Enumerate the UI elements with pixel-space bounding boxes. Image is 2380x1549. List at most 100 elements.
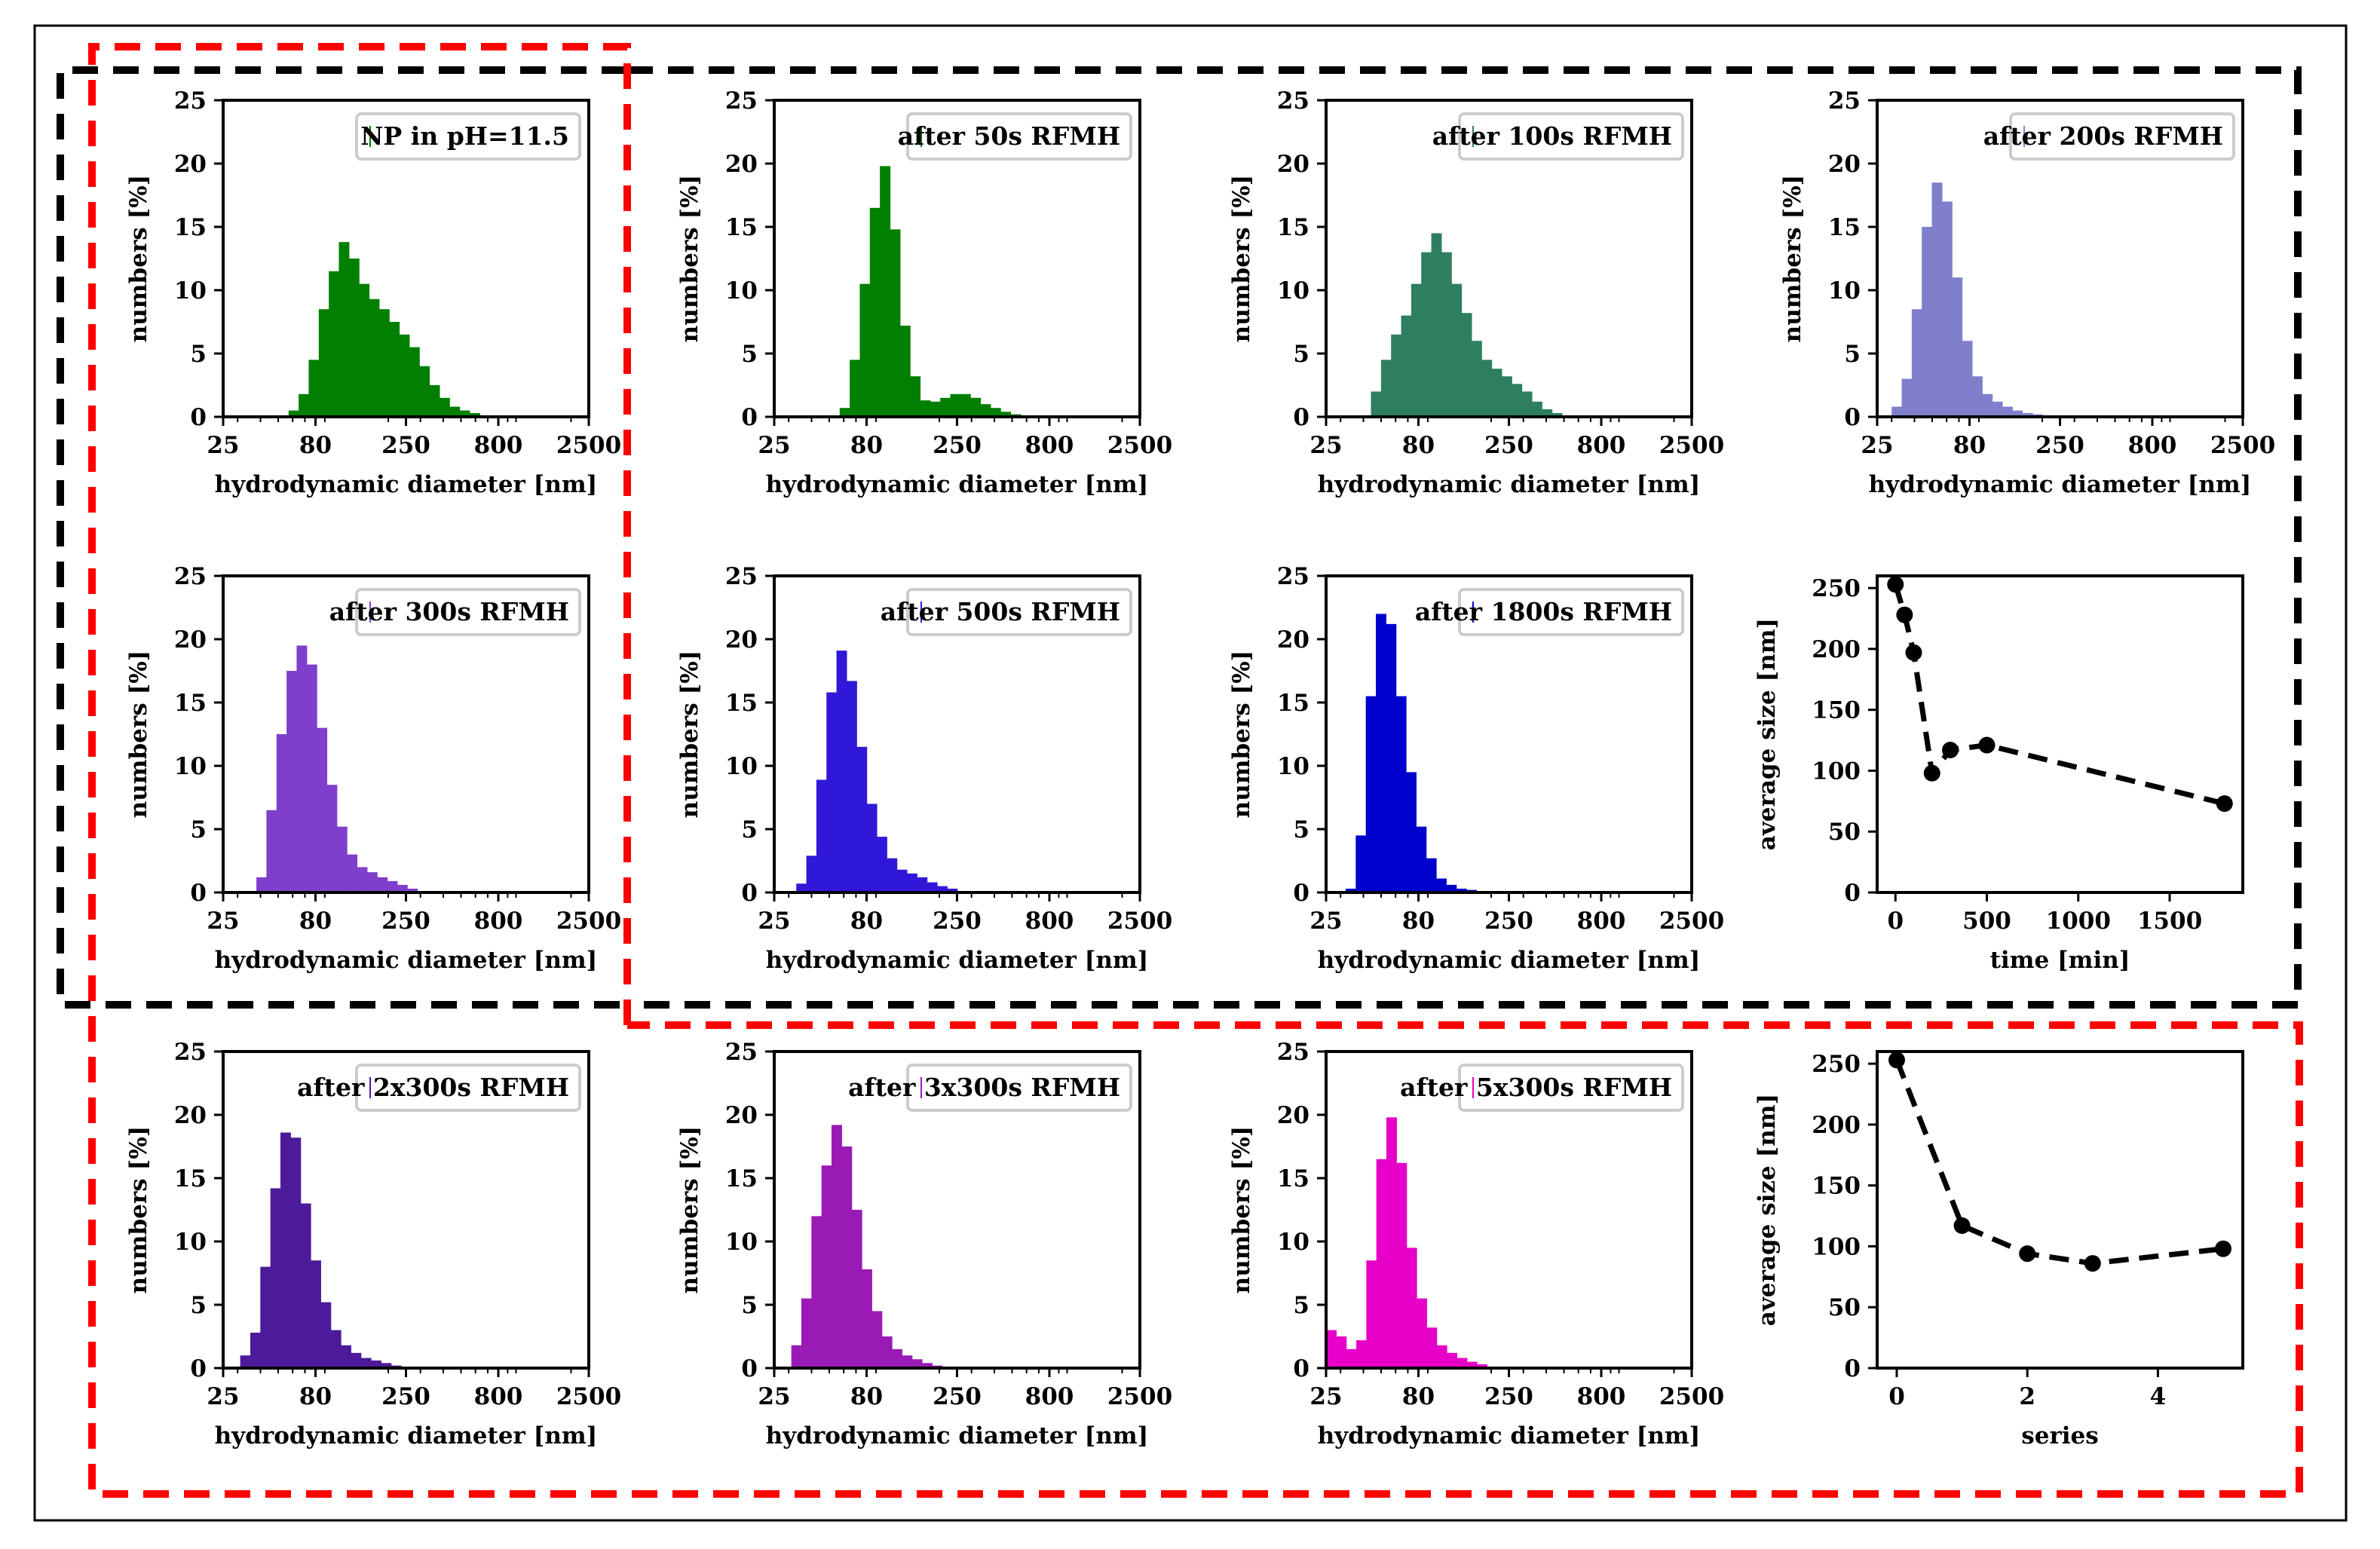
legend-box	[355, 588, 581, 636]
hist-bar	[1436, 1345, 1447, 1368]
hist-bar	[286, 671, 298, 892]
x-tick-label: 25	[758, 1383, 790, 1410]
legend-box	[906, 1064, 1132, 1112]
hist-bar	[300, 1203, 311, 1368]
panel-6: 25 80 250 800 2500 0 5 10 15 20 25 after 500s RFMH h…	[676, 563, 1172, 974]
data-point	[1887, 576, 1904, 593]
hist-bar	[832, 1125, 842, 1368]
hist-bar	[960, 393, 971, 417]
x-axis-label: hydrodynamic diameter [nm]	[766, 947, 1149, 974]
hist-bar	[439, 397, 450, 417]
x-axis-label: hydrodynamic diameter [nm]	[215, 1422, 598, 1450]
y-tick-label: 5	[741, 816, 758, 843]
x-tick-label: 800	[1577, 1383, 1626, 1410]
hist-bar	[348, 259, 360, 417]
x-axis-label: hydrodynamic diameter [nm]	[215, 947, 598, 974]
y-tick-label: 10	[174, 753, 207, 780]
hist-bar	[1551, 412, 1563, 417]
y-tick-label: 250	[1812, 575, 1861, 602]
y-tick-label: 200	[1812, 1112, 1861, 1139]
y-axis-label: numbers [%]	[1228, 175, 1255, 343]
hist-bar	[256, 877, 268, 892]
hist-bar	[276, 734, 287, 892]
hist-bar	[1376, 614, 1386, 892]
x-axis-label: hydrodynamic diameter [nm]	[766, 1422, 1149, 1450]
legend-box	[2009, 112, 2235, 161]
hist-bar	[1466, 1361, 1478, 1368]
hist-bar	[856, 746, 868, 892]
axes-frame	[1325, 99, 1693, 418]
y-tick-label: 25	[174, 87, 207, 115]
hist-bar	[880, 166, 891, 418]
x-tick-label: 80	[299, 908, 332, 935]
hist-bar	[1501, 376, 1512, 417]
hist-bar	[1371, 391, 1382, 417]
hist-bar	[896, 869, 908, 892]
x-tick-label: 25	[207, 908, 239, 935]
hist-bar	[1386, 1117, 1397, 1368]
x-tick-label: 25	[1309, 432, 1342, 459]
hist-bar	[338, 242, 350, 417]
hist-bar	[1941, 201, 1953, 417]
axes-frame	[773, 1050, 1141, 1370]
highlight-boxes-layer	[57, 43, 2303, 1498]
y-tick-label: 25	[1277, 563, 1309, 590]
hist-bar	[357, 867, 368, 892]
y-tick-label: 20	[1277, 1102, 1309, 1129]
hist-bar	[887, 858, 898, 892]
x-tick-label: 25	[207, 1383, 239, 1410]
hist-bar	[791, 1345, 802, 1368]
hist-bar	[296, 645, 308, 892]
hist-bar	[869, 207, 881, 417]
y-tick-label: 20	[725, 626, 758, 654]
hist-bar	[816, 779, 827, 892]
hist-bar	[250, 1332, 261, 1368]
hist-bar	[1992, 401, 2003, 417]
legend-label: after 200s RFMH	[1983, 121, 2223, 151]
hist-bar	[821, 1165, 832, 1368]
y-tick-label: 20	[174, 626, 207, 654]
x-tick-label: 2500	[1659, 432, 1724, 459]
hist-bar	[1376, 1159, 1387, 1368]
x-tick-label: 25	[758, 908, 790, 935]
hist-bar	[910, 376, 921, 417]
legend-label: after 500s RFMH	[881, 597, 1120, 626]
y-tick-label: 5	[1844, 341, 1861, 368]
data-point	[2215, 1240, 2232, 1257]
x-tick-label: 2500	[1107, 908, 1172, 935]
hist-bar	[1451, 283, 1463, 417]
x-tick-label: 4	[2150, 1383, 2167, 1410]
hist-bar	[1426, 858, 1437, 892]
hist-bar	[409, 347, 420, 417]
panel-12: 0 2 4 0 50 100 150 200 250 series average size [nm…	[1754, 1050, 2244, 1450]
hist-bar	[826, 692, 838, 892]
axes-frame	[1325, 574, 1693, 894]
axes-frame	[1876, 574, 2244, 894]
y-tick-label: 5	[190, 816, 207, 843]
hist-bar	[1426, 1327, 1438, 1368]
hist-bar	[1355, 835, 1367, 892]
hist-bar	[892, 1348, 902, 1368]
x-axis-label: hydrodynamic diameter [nm]	[215, 471, 598, 498]
data-point	[1923, 764, 1940, 782]
hist-bar	[859, 283, 871, 417]
hist-bar	[1491, 369, 1502, 417]
x-tick-label: 80	[850, 432, 883, 459]
legend-label: after 1800s RFMH	[1415, 597, 1672, 626]
hist-bar	[336, 826, 348, 892]
axes-frame	[222, 574, 590, 894]
hist-bar	[1406, 772, 1417, 892]
y-tick-label: 25	[1277, 1039, 1309, 1066]
hist-bar	[936, 886, 948, 892]
hist-bar	[378, 309, 390, 417]
x-tick-label: 2500	[556, 432, 621, 459]
x-tick-label: 2500	[2210, 432, 2275, 459]
hist-bar	[850, 360, 861, 417]
y-tick-label: 20	[1277, 151, 1309, 178]
panel-5: 25 80 250 800 2500 0 5 10 15 20 25 after 300s RFMH h…	[125, 563, 621, 974]
panel-8: 0 500 1000 1500 0 50 100 150 200 250 time [min] ave…	[1754, 574, 2244, 974]
y-axis-label: numbers [%]	[125, 651, 152, 819]
y-tick-label: 20	[725, 151, 758, 178]
data-point	[1953, 1217, 1971, 1234]
